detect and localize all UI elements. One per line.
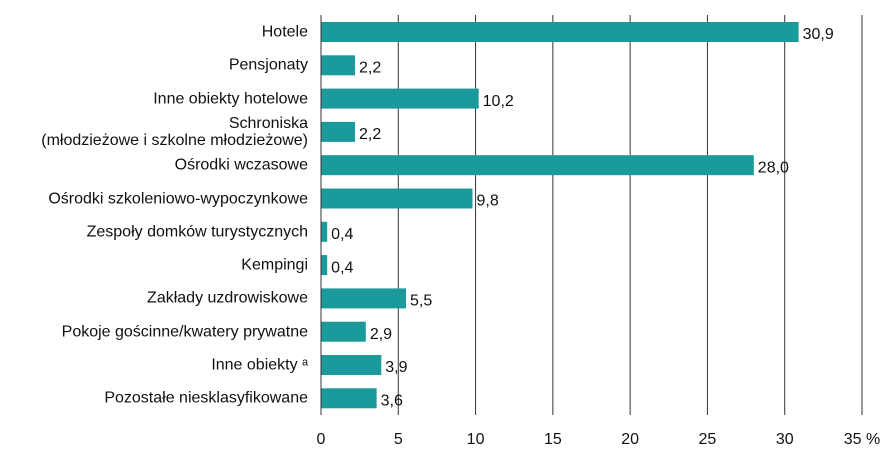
category-label: Inne obiekty hotelowe <box>153 90 308 108</box>
category-label: Pokoje gościnne/kwatery prywatne <box>61 323 308 341</box>
category-label: Pozostałe niesklasyfikowane <box>104 389 308 407</box>
value-label: 0,4 <box>331 259 353 276</box>
bar <box>321 188 473 209</box>
bar <box>321 121 356 142</box>
x-tick-label: 35 % <box>844 431 880 448</box>
category-label: Schroniska (młodzieżowe i szkolne młodzi… <box>41 114 308 149</box>
x-tick-label: 10 <box>467 431 485 448</box>
value-label: 2,2 <box>359 126 381 143</box>
category-label: Pensjonaty <box>228 56 308 74</box>
bar <box>321 388 377 409</box>
bar <box>321 321 366 342</box>
category-label: Zakłady uzdrowiskowe <box>147 289 308 307</box>
value-label: 9,8 <box>476 193 498 210</box>
value-label: 0,4 <box>331 226 353 243</box>
bar <box>321 55 356 76</box>
bar <box>321 255 328 276</box>
x-tick-label: 30 <box>776 431 794 448</box>
x-tick-label: 0 <box>317 431 326 448</box>
value-label: 5,5 <box>410 293 432 310</box>
category-label: Kempingi <box>241 256 308 274</box>
value-label: 2,9 <box>370 326 392 343</box>
bar <box>321 288 407 309</box>
x-tick-label: 15 <box>544 431 562 448</box>
bar <box>321 88 479 109</box>
value-label: 2,2 <box>359 60 381 77</box>
value-label: 28,0 <box>758 159 789 176</box>
x-tick-label: 20 <box>621 431 639 448</box>
category-label: Zespoły domków turystycznych <box>86 223 308 241</box>
bar <box>321 221 328 242</box>
bar <box>321 22 799 42</box>
category-label: Hotele <box>261 23 308 41</box>
value-label: 10,2 <box>483 93 514 110</box>
category-label: Ośrodki wczasowe <box>174 156 308 174</box>
category-label: Inne obiekty ᵃ <box>211 356 308 374</box>
x-tick-label: 25 <box>699 431 717 448</box>
value-label: 30,9 <box>803 26 834 43</box>
bar <box>321 355 382 375</box>
bar <box>321 155 754 176</box>
value-label: 3,6 <box>381 393 403 410</box>
x-tick-label: 5 <box>394 431 403 448</box>
value-label: 3,9 <box>385 359 407 376</box>
category-label: Ośrodki szkoleniowo-wypoczynkowe <box>48 190 308 207</box>
